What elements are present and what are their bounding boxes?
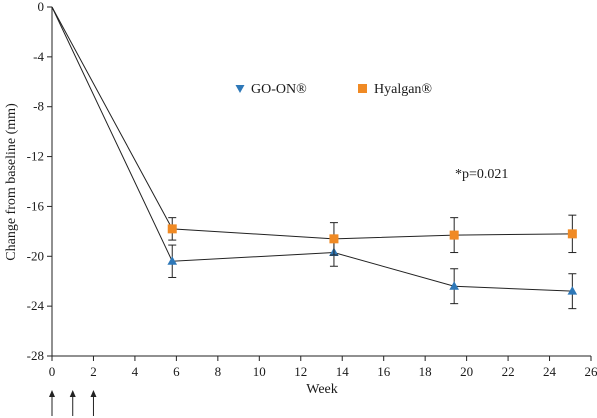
y-axis-title: Change from baseline (mm) — [4, 103, 19, 261]
x-ticks: 0 2 4 6 8 10 12 14 16 18 20 22 24 26 — [49, 356, 597, 379]
x-tick-label: 26 — [585, 364, 597, 379]
injection-arrow-head — [69, 390, 76, 397]
y-tick-label: -4 — [33, 49, 44, 64]
x-tick-label: 14 — [336, 364, 350, 379]
injection-arrows — [49, 390, 97, 416]
legend-label-go-on: GO-ON® — [251, 82, 307, 97]
y-ticks: 0 -4 -8 -12 -16 -20 -24 -28 — [27, 0, 52, 363]
y-tick-label: -16 — [27, 198, 45, 213]
x-tick-label: 24 — [543, 364, 557, 379]
x-tick-label: 4 — [132, 364, 139, 379]
x-tick-label: 22 — [502, 364, 515, 379]
series-layer — [51, 6, 578, 310]
data-point — [449, 230, 459, 240]
series-go-on — [51, 6, 578, 310]
x-tick-label: 20 — [460, 364, 473, 379]
series-line-go-on — [51, 6, 573, 292]
x-tick-label: 8 — [215, 364, 222, 379]
p-value-annotation: *p=0.021 — [455, 167, 508, 182]
data-point — [167, 256, 178, 265]
x-tick-label: 16 — [377, 364, 391, 379]
legend: GO-ON® Hyalgan® — [235, 82, 432, 97]
legend-label-hyalgan: Hyalgan® — [374, 82, 432, 97]
x-axis-title: Week — [306, 382, 338, 397]
x-tick-label: 10 — [253, 364, 266, 379]
y-tick-label: -28 — [27, 348, 44, 363]
data-point — [449, 281, 459, 290]
injection-arrow-head — [90, 390, 97, 397]
x-tick-label: 0 — [49, 364, 56, 379]
y-tick-label: -24 — [27, 298, 45, 313]
y-tick-label: -8 — [33, 99, 44, 114]
data-point — [329, 234, 339, 244]
y-tick-label: 0 — [38, 0, 45, 14]
x-tick-label: 2 — [90, 364, 97, 379]
axes — [51, 7, 591, 357]
series-hyalgan — [51, 6, 577, 256]
x-tick-label: 12 — [294, 364, 307, 379]
data-point — [167, 224, 177, 234]
injection-arrow-head — [49, 390, 55, 397]
y-tick-label: -12 — [27, 149, 44, 164]
series-line-hyalgan — [51, 6, 573, 240]
legend-marker-hyalgan — [358, 84, 367, 93]
x-tick-label: 18 — [419, 364, 432, 379]
data-point — [567, 286, 578, 295]
data-point — [567, 229, 577, 239]
x-tick-label: 6 — [173, 364, 180, 379]
legend-marker-go-on — [235, 85, 245, 93]
y-tick-label: -20 — [27, 248, 44, 263]
